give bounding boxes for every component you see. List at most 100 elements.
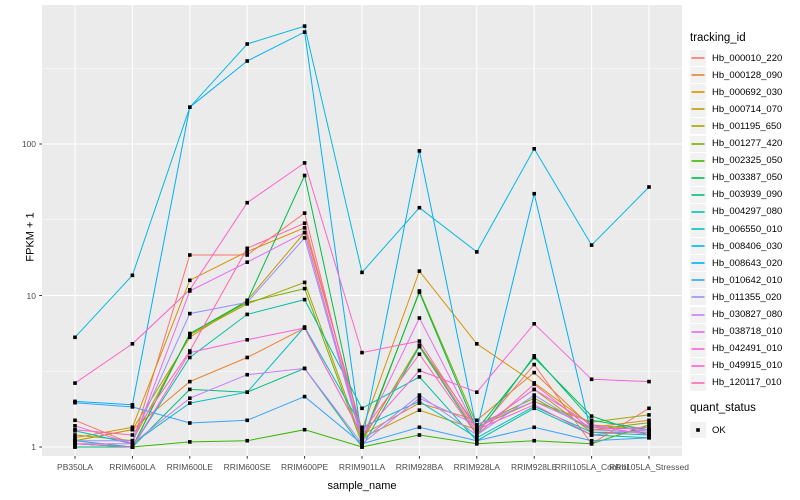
data-point-marker: [647, 420, 651, 425]
data-point-marker: [589, 243, 594, 247]
data-point-marker: [302, 24, 307, 28]
legend-key-swatch: [690, 255, 706, 272]
data-point-marker: [647, 379, 651, 384]
legend-entry-Hb_003387_050: Hb_003387_050: [690, 169, 782, 186]
y-tick-label: 10: [26, 290, 36, 301]
data-point-marker: [245, 249, 249, 254]
x-tick-label: RRIM600LA: [109, 462, 156, 472]
series-line-icon: [691, 313, 705, 316]
legend-entry-Hb_001195_650: Hb_001195_650: [690, 118, 782, 135]
legend-key-swatch: [690, 323, 706, 340]
y-tick-label: 100: [21, 139, 36, 149]
legend-key-swatch: [690, 203, 706, 220]
data-point-marker: [245, 253, 249, 257]
data-point-marker: [188, 335, 192, 340]
data-point-marker: [532, 354, 536, 358]
data-point-marker: [130, 438, 135, 443]
data-point-marker: [302, 236, 307, 240]
data-point-marker: [302, 173, 307, 178]
legend-key-swatch: [690, 50, 706, 66]
series-line-icon: [691, 330, 705, 333]
data-point-marker: [360, 445, 364, 449]
data-point-marker: [130, 405, 135, 409]
legend-entry-label: Hb_120117_010: [712, 377, 782, 389]
legend-key-swatch: [690, 67, 706, 84]
data-point-marker: [188, 105, 192, 109]
data-point-marker: [532, 396, 536, 400]
data-point-marker: [589, 438, 594, 443]
data-point-marker: [245, 418, 249, 423]
legend-entry-Hb_049915_010: Hb_049915_010: [690, 357, 783, 374]
x-tick-label: PB350LA: [57, 462, 93, 472]
data-point-marker: [130, 427, 135, 432]
x-tick-label: RRIM600PE: [280, 462, 329, 472]
legend-entry-Hb_002325_050: Hb_002325_050: [690, 152, 782, 169]
x-tick-label: RRIM600SE: [223, 462, 271, 472]
x-tick-label: RRII105LA_Stressed: [609, 462, 689, 472]
data-point-marker: [245, 42, 249, 46]
data-point-marker: [475, 250, 479, 254]
y-axis-title: FPKM + 1: [24, 212, 37, 262]
data-point-marker: [360, 433, 364, 437]
data-point-marker: [589, 442, 594, 446]
data-point-marker: [360, 438, 364, 443]
legend-key-swatch: [690, 169, 706, 186]
data-point-marker: [417, 205, 422, 210]
series-line-icon: [691, 193, 705, 196]
legend-entry-Hb_042491_010: Hb_042491_010: [690, 340, 782, 357]
data-point-marker: [245, 390, 249, 394]
legend-entry-label: Hb_008406_030: [712, 240, 783, 252]
series-line-icon: [691, 176, 705, 179]
data-point-marker: [417, 344, 422, 349]
data-point-marker: [360, 270, 364, 275]
data-point-marker: [475, 425, 479, 430]
series-line-icon: [691, 296, 705, 299]
y-tick-label: 1: [31, 442, 36, 452]
data-point-marker: [532, 191, 536, 196]
data-point-marker: [589, 418, 594, 423]
data-point-marker: [475, 433, 479, 437]
data-point-marker: [417, 149, 422, 153]
x-axis-title: sample_name: [327, 480, 397, 492]
legend-entry-label: Hb_003939_090: [712, 189, 783, 201]
legend-key-swatch: [690, 238, 706, 255]
data-point-marker: [73, 445, 77, 449]
legend-entry-label: Hb_000714_070: [712, 103, 783, 115]
data-point-marker: [245, 246, 249, 251]
data-point-marker: [417, 433, 422, 437]
data-point-marker: [475, 418, 479, 423]
series-line-icon: [691, 57, 705, 59]
data-point-marker: [188, 288, 192, 292]
legend-entry-Hb_030827_080: Hb_030827_080: [690, 306, 783, 323]
legend-key-swatch: [690, 374, 706, 391]
legend-title-quant-status: quant_status: [690, 402, 756, 414]
black-square-marker-icon: [696, 428, 700, 432]
legend-entry-label: Hb_010642_010: [712, 274, 783, 286]
data-point-marker: [302, 280, 307, 285]
data-point-marker: [647, 425, 651, 430]
data-point-marker: [417, 396, 422, 400]
data-point-marker: [360, 425, 364, 430]
legend-entry-label: OK: [712, 424, 726, 436]
data-point-marker: [245, 372, 249, 377]
legend-entry-label: Hb_030827_080: [712, 309, 783, 320]
series-line-icon: [691, 364, 705, 367]
legend-entry-label: Hb_049915_010: [712, 360, 783, 372]
data-point-marker: [532, 322, 536, 326]
legend-entry-Hb_000010_220: Hb_000010_220: [690, 50, 782, 66]
legend-entry-Hb_001277_420: Hb_001277_420: [690, 135, 782, 152]
legend-entry-label: Hb_004297_080: [712, 206, 783, 218]
data-point-marker: [245, 300, 249, 305]
data-point-marker: [73, 436, 77, 440]
data-point-marker: [130, 273, 135, 278]
data-point-marker: [417, 425, 422, 430]
legend-entry-Hb_000692_030: Hb_000692_030: [690, 84, 782, 101]
data-point-marker: [73, 427, 77, 432]
data-point-marker: [360, 430, 364, 435]
data-point-marker: [417, 375, 422, 379]
data-point-marker: [475, 438, 479, 443]
data-point-marker: [647, 423, 651, 427]
legend-entry-Hb_006550_010: Hb_006550_010: [690, 221, 782, 237]
data-point-marker: [130, 403, 135, 407]
